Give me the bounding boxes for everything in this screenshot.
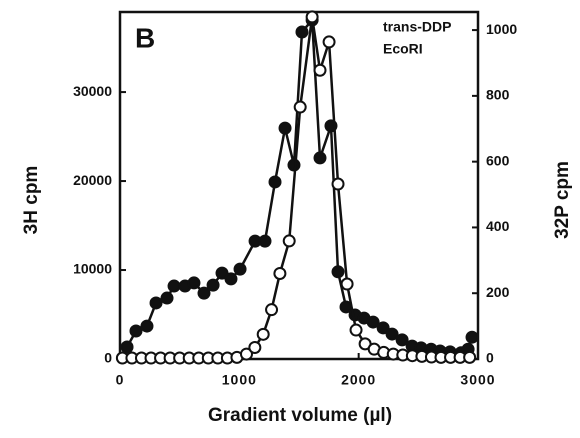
data-point bbox=[224, 272, 238, 286]
data-point bbox=[465, 330, 479, 344]
data-point bbox=[215, 266, 229, 280]
data-point bbox=[463, 350, 477, 364]
data-point bbox=[187, 276, 201, 290]
data-point bbox=[197, 286, 211, 300]
data-point bbox=[376, 321, 390, 335]
data-point bbox=[268, 175, 282, 189]
panel-label: B bbox=[135, 22, 155, 53]
data-point bbox=[313, 151, 327, 165]
data-point bbox=[295, 25, 309, 39]
data-point bbox=[233, 262, 247, 276]
data-point bbox=[160, 291, 174, 305]
y-tick-label: 30000 bbox=[73, 83, 112, 99]
data-point bbox=[206, 278, 220, 292]
data-point bbox=[258, 234, 272, 248]
x-tick-label: 1000 bbox=[222, 372, 257, 388]
data-point bbox=[331, 177, 345, 191]
data-point bbox=[305, 10, 319, 24]
data-point bbox=[239, 347, 253, 361]
y2-tick-label: 600 bbox=[486, 152, 510, 168]
y2-tick-label: 400 bbox=[486, 218, 510, 234]
data-point bbox=[265, 303, 279, 317]
y-tick-label: 0 bbox=[104, 350, 112, 366]
y-axis-title: 3H cpm bbox=[21, 166, 42, 235]
y2-tick-label: 800 bbox=[486, 87, 510, 103]
data-point bbox=[322, 35, 336, 49]
series-line bbox=[125, 16, 474, 355]
data-point bbox=[248, 340, 262, 354]
data-point bbox=[149, 296, 163, 310]
x-tick-label: 3000 bbox=[460, 372, 495, 388]
data-point bbox=[273, 266, 287, 280]
data-point bbox=[120, 340, 134, 354]
y2-tick-label: 200 bbox=[486, 284, 510, 300]
plot-frame bbox=[118, 10, 480, 361]
series-line bbox=[122, 16, 470, 360]
annotation: EcoRI bbox=[383, 41, 423, 57]
y2-tick-label: 0 bbox=[486, 350, 494, 366]
data-point bbox=[129, 324, 143, 338]
data-point bbox=[140, 319, 154, 333]
annotation: trans-DDP bbox=[383, 19, 451, 35]
y2-tick-label: 1000 bbox=[486, 21, 517, 37]
x-tick-label: 0 bbox=[116, 372, 125, 388]
data-point bbox=[313, 63, 327, 77]
x-axis-title: Gradient volume (µl) bbox=[208, 405, 392, 426]
data-point bbox=[256, 327, 270, 341]
data-point bbox=[293, 100, 307, 114]
data-point bbox=[349, 323, 363, 337]
data-point bbox=[167, 279, 181, 293]
y-tick-label: 20000 bbox=[73, 172, 112, 188]
y2-axis-title: 32P cpm bbox=[552, 161, 573, 239]
data-point bbox=[282, 234, 296, 248]
data-point bbox=[331, 265, 345, 279]
data-point bbox=[278, 121, 292, 135]
data-point bbox=[340, 277, 354, 291]
data-point bbox=[366, 315, 380, 329]
y-tick-label: 10000 bbox=[73, 261, 112, 277]
data-point bbox=[385, 327, 399, 341]
data-point bbox=[395, 333, 409, 347]
x-tick-label: 2000 bbox=[341, 372, 376, 388]
